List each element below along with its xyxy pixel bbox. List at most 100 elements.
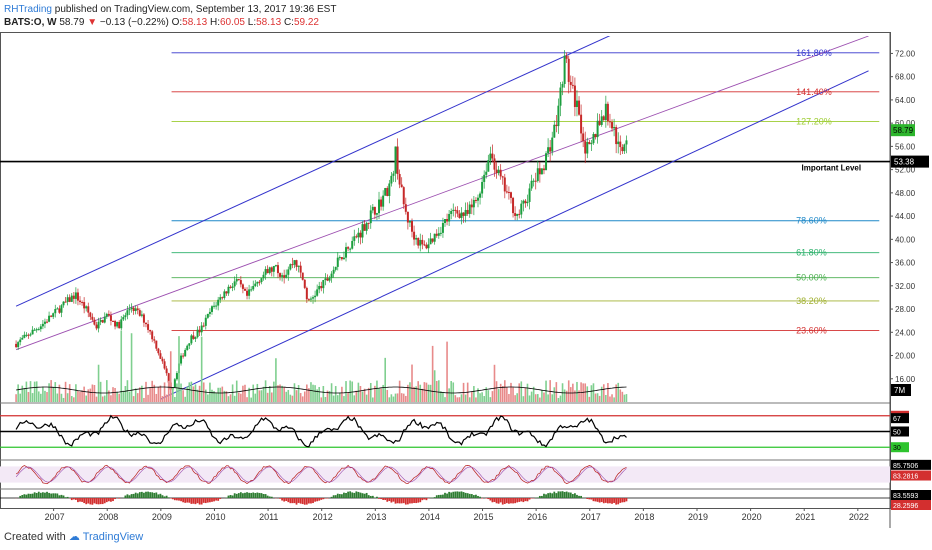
candle-body xyxy=(297,265,300,267)
candle-body xyxy=(565,55,568,59)
volume-bar xyxy=(594,393,597,402)
price-chart[interactable]: 16.00 20.00 24.00 28.00 32.00 36.00 40.00 44.00… xyxy=(0,32,932,528)
candle-body xyxy=(559,87,562,106)
osc-bar xyxy=(167,497,170,498)
osc-bar xyxy=(134,492,137,498)
volume-bar xyxy=(79,391,81,402)
candle-body xyxy=(83,302,86,309)
candle-body xyxy=(184,349,187,357)
osc-bar xyxy=(105,498,108,503)
candle-body xyxy=(303,279,306,288)
osc-bar xyxy=(503,498,506,504)
candle-body xyxy=(326,278,329,281)
volume-bar xyxy=(151,380,153,402)
candle-body xyxy=(452,209,455,211)
candle-body xyxy=(536,168,539,181)
osc-bar xyxy=(499,498,502,503)
candle-body xyxy=(507,192,510,194)
osc-bar xyxy=(437,494,440,498)
osc-bar xyxy=(580,495,582,498)
stoch-tag-text: 85.7506 xyxy=(893,463,918,470)
candle-body xyxy=(361,224,364,238)
volume-bar xyxy=(60,393,63,402)
candle-body xyxy=(400,184,403,188)
osc-bar xyxy=(89,498,92,505)
candle-body xyxy=(602,116,605,120)
volume-bar xyxy=(182,390,184,402)
x-tick-label: 2007 xyxy=(45,512,65,522)
osc-bar xyxy=(586,498,589,499)
candle-body xyxy=(43,321,46,324)
candle-body xyxy=(138,310,141,316)
osc-bar xyxy=(340,494,343,498)
volume-bar xyxy=(565,390,568,402)
osc-bar xyxy=(514,498,517,504)
volume-bar xyxy=(99,381,102,402)
osc-bar xyxy=(320,498,323,500)
volume-bar xyxy=(188,382,191,402)
x-tick-label: 2021 xyxy=(795,512,815,522)
volume-bar xyxy=(235,380,238,402)
candle-body xyxy=(384,188,387,196)
osc-bar xyxy=(153,492,156,498)
osc-bar xyxy=(173,498,176,501)
volume-bar xyxy=(194,384,197,402)
volume-bar xyxy=(44,390,46,402)
author-link[interactable]: RHTrading xyxy=(4,4,52,15)
candle-body xyxy=(217,299,220,306)
candle-body xyxy=(23,334,26,338)
volume-bar xyxy=(192,386,195,402)
osc-bar xyxy=(621,498,624,503)
candle-body xyxy=(246,290,249,296)
ticker-symbol[interactable]: BATS:O, W xyxy=(4,17,57,28)
osc-bar xyxy=(326,498,329,499)
osc-tag xyxy=(891,490,931,500)
candle-body xyxy=(312,297,315,299)
candle-body xyxy=(210,306,213,312)
x-tick-label: 2008 xyxy=(98,512,118,522)
candle-body xyxy=(386,188,389,196)
volume-bar xyxy=(613,397,615,402)
osc-bar xyxy=(293,498,296,504)
volume-bar xyxy=(174,397,176,402)
volume-bar xyxy=(526,383,529,402)
candle-body xyxy=(462,212,465,216)
candle-body xyxy=(276,265,279,274)
candle-body xyxy=(309,298,312,300)
y-tick-label: 24.00 xyxy=(895,328,916,337)
candle-body xyxy=(427,244,430,249)
volume-bar xyxy=(147,394,149,402)
candle-body xyxy=(39,326,42,330)
volume-bar xyxy=(349,380,351,402)
candle-body xyxy=(355,236,358,238)
osc-bar xyxy=(281,498,283,501)
osc-bar xyxy=(592,498,595,502)
candle-body xyxy=(606,103,609,122)
candle-body xyxy=(281,275,284,277)
volume-bar xyxy=(625,394,628,402)
volume-bar xyxy=(444,397,446,402)
osc-bar xyxy=(35,492,38,498)
volume-bar xyxy=(81,390,83,402)
osc-bar xyxy=(439,494,442,498)
osc-bar xyxy=(425,498,428,501)
volume-bar xyxy=(607,383,609,402)
low-value: 58.13 xyxy=(256,17,282,28)
candle-body xyxy=(538,168,541,175)
volume-bar xyxy=(266,392,269,402)
osc-bar xyxy=(384,498,387,501)
osc-bar xyxy=(369,495,372,498)
candle-body xyxy=(35,329,38,331)
volume-bar xyxy=(621,391,624,402)
volume-bar xyxy=(611,394,613,402)
osc-bar xyxy=(147,491,149,498)
volume-bar xyxy=(440,391,442,402)
candle-body xyxy=(213,305,216,307)
volume-bar xyxy=(283,386,285,402)
osc-bar xyxy=(95,498,98,505)
candle-body xyxy=(163,361,166,369)
osc-bar xyxy=(367,495,370,498)
tradingview-brand[interactable]: TradingView xyxy=(82,531,144,543)
footer: Created with ☁ TradingView xyxy=(4,530,143,546)
volume-bar xyxy=(250,397,252,402)
